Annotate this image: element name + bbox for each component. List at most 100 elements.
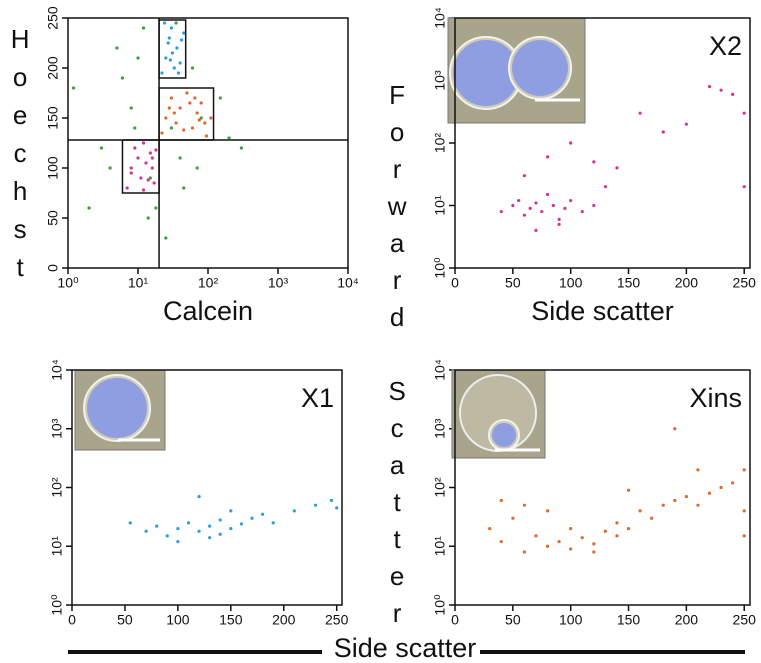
point bbox=[260, 512, 265, 516]
point bbox=[719, 88, 723, 92]
point bbox=[592, 550, 596, 554]
y-tick-label: 10² bbox=[49, 477, 65, 498]
y-tick-label: 200 bbox=[45, 56, 61, 80]
x-tick-label: 0 bbox=[451, 275, 459, 291]
point bbox=[182, 31, 186, 35]
point bbox=[139, 176, 143, 180]
x-tick-label: 50 bbox=[505, 275, 521, 291]
point bbox=[199, 101, 203, 105]
y-tick-label: 10⁰ bbox=[49, 594, 65, 616]
point bbox=[673, 427, 677, 431]
cell-nucleus bbox=[512, 40, 568, 96]
point bbox=[218, 532, 222, 536]
y-tick-label: 10⁴ bbox=[49, 359, 65, 381]
plot-frame bbox=[454, 17, 751, 269]
inset-micrograph bbox=[74, 369, 166, 451]
point bbox=[592, 203, 596, 208]
point bbox=[204, 134, 209, 138]
point bbox=[208, 536, 212, 540]
point bbox=[534, 228, 538, 232]
point bbox=[115, 46, 119, 50]
point bbox=[499, 209, 503, 214]
point bbox=[707, 84, 712, 89]
y-tick-label: 10⁴ bbox=[432, 359, 448, 381]
plot-frame bbox=[71, 369, 343, 606]
y-tick-label: 10² bbox=[432, 133, 448, 154]
point bbox=[239, 522, 244, 526]
point bbox=[569, 547, 573, 551]
point bbox=[148, 176, 152, 180]
point bbox=[580, 536, 584, 540]
point bbox=[551, 203, 555, 208]
point bbox=[178, 156, 182, 160]
panel-label: Xins bbox=[689, 383, 742, 413]
point bbox=[185, 91, 189, 95]
y-tick-label: 10⁰ bbox=[432, 257, 448, 279]
point bbox=[719, 485, 723, 490]
point bbox=[144, 161, 148, 165]
point bbox=[742, 185, 746, 189]
point bbox=[239, 146, 243, 150]
inset-micrograph bbox=[447, 17, 586, 124]
point bbox=[522, 213, 527, 217]
x-axis-label: Calcein bbox=[163, 296, 253, 326]
x-tick-label: 10³ bbox=[268, 275, 289, 291]
point bbox=[197, 495, 201, 499]
point bbox=[650, 516, 654, 520]
point bbox=[329, 498, 334, 503]
point bbox=[534, 201, 538, 205]
point bbox=[129, 106, 133, 110]
y-tick-label: 10³ bbox=[49, 418, 65, 439]
point bbox=[742, 111, 746, 115]
point bbox=[511, 516, 515, 520]
point bbox=[190, 66, 195, 70]
point bbox=[197, 529, 201, 533]
point bbox=[684, 122, 688, 126]
point bbox=[696, 468, 700, 472]
shared-x-axis-label: Side scatter bbox=[334, 633, 477, 663]
point bbox=[87, 206, 91, 210]
y-axis-label: Hoechst bbox=[5, 24, 35, 290]
y-tick-label: 150 bbox=[45, 106, 61, 130]
y-tick-label: 250 bbox=[45, 6, 61, 30]
point bbox=[580, 209, 584, 214]
y-tick-label: 10² bbox=[432, 477, 448, 498]
x-tick-label: 200 bbox=[675, 612, 699, 628]
point bbox=[707, 491, 712, 495]
point bbox=[545, 192, 550, 197]
point bbox=[167, 106, 171, 110]
point bbox=[176, 71, 181, 75]
point bbox=[188, 101, 192, 105]
point bbox=[136, 156, 140, 160]
point bbox=[615, 166, 619, 170]
point bbox=[615, 521, 619, 525]
point bbox=[603, 185, 607, 189]
point bbox=[517, 198, 521, 203]
point bbox=[742, 534, 746, 538]
point bbox=[133, 146, 137, 150]
point bbox=[182, 128, 186, 132]
x-tick-label: 50 bbox=[117, 612, 133, 628]
x-tick-label: 250 bbox=[733, 275, 757, 291]
y-tick-label: 50 bbox=[45, 210, 61, 226]
point bbox=[195, 111, 199, 115]
point bbox=[684, 495, 688, 499]
point bbox=[160, 131, 164, 135]
point bbox=[141, 26, 146, 30]
point bbox=[626, 488, 631, 492]
point bbox=[154, 206, 158, 210]
point bbox=[178, 61, 182, 65]
point bbox=[569, 141, 573, 145]
point bbox=[545, 509, 550, 513]
point bbox=[488, 526, 492, 531]
point bbox=[592, 160, 596, 164]
x-tick-label: 200 bbox=[272, 612, 296, 628]
point bbox=[528, 206, 532, 210]
cell-nucleus bbox=[87, 378, 147, 438]
point bbox=[168, 58, 172, 62]
y-tick-label: 10⁴ bbox=[432, 7, 448, 29]
point bbox=[129, 171, 133, 175]
point bbox=[603, 529, 607, 533]
x-tick-label: 250 bbox=[733, 612, 757, 628]
point bbox=[557, 539, 561, 544]
